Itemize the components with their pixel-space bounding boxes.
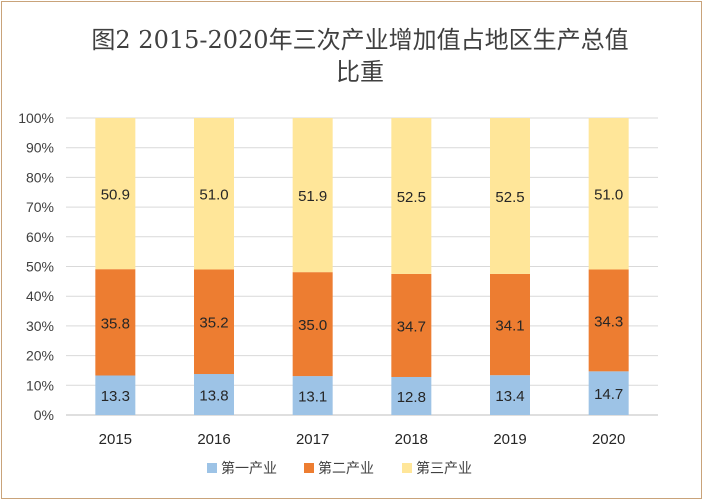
- data-label: 35.8: [101, 315, 130, 332]
- bar-segment: [588, 371, 629, 415]
- bar-segment: [292, 118, 333, 273]
- y-tick-label: 0%: [34, 407, 54, 423]
- y-tick-label: 60%: [26, 229, 54, 245]
- y-tick-label: 80%: [26, 169, 54, 185]
- bar-segment: [391, 118, 432, 274]
- x-category-label: 2016: [197, 431, 230, 448]
- legend-label: 第三产业: [416, 460, 472, 477]
- y-tick-label: 10%: [26, 377, 54, 393]
- legend: 第一产业 第二产业 第三产业: [207, 460, 472, 477]
- data-label: 52.5: [495, 189, 524, 206]
- chart-title-line-1: 图2 2015-2020年三次产业增加值占地区生产总值: [91, 26, 628, 54]
- data-label: 34.3: [594, 313, 623, 330]
- bar-segment: [194, 374, 234, 415]
- data-label: 51.0: [594, 187, 623, 204]
- y-tick-label: 100%: [18, 110, 54, 126]
- y-axis-ticks: 0% 10% 20% 30% 40% 50% 60% 70% 80% 90% 100%: [18, 110, 54, 423]
- bar-segment: [391, 376, 432, 415]
- data-label: 13.3: [101, 388, 130, 405]
- bar-segment: [95, 269, 136, 376]
- data-label: 34.7: [397, 318, 426, 335]
- y-tick-label: 70%: [26, 199, 54, 215]
- bar-segment: [490, 375, 530, 415]
- bar-segment: [194, 269, 234, 375]
- data-label: 13.4: [495, 388, 524, 405]
- data-label: 34.1: [495, 318, 524, 335]
- x-category-label: 2020: [592, 431, 625, 448]
- chart-title-line-2: 比重: [336, 58, 384, 86]
- bar-segment: [391, 273, 432, 377]
- data-label: 14.7: [594, 386, 623, 403]
- bars: 13.3 35.8 50.9 13.8 35.2 51.0 13.1 35.0 51.9 12.8…: [95, 118, 629, 415]
- bar-segment: [194, 118, 234, 270]
- data-label: 13.1: [298, 389, 327, 406]
- bar-segment: [588, 269, 629, 372]
- data-label: 52.5: [397, 189, 426, 206]
- legend-label: 第一产业: [221, 460, 277, 477]
- data-label: 35.2: [199, 315, 228, 332]
- y-tick-label: 50%: [26, 259, 54, 275]
- bar-segment: [292, 272, 333, 377]
- gridlines: [66, 117, 658, 416]
- data-label: 51.0: [199, 187, 228, 204]
- x-category-label: 2019: [493, 431, 526, 448]
- data-label: 35.0: [298, 317, 327, 334]
- legend-swatch: [207, 463, 217, 473]
- bar-segment: [95, 118, 136, 270]
- data-label: 12.8: [397, 389, 426, 406]
- data-label: 13.8: [199, 388, 228, 405]
- legend-swatch: [402, 463, 412, 473]
- y-tick-label: 90%: [26, 140, 54, 156]
- data-label: 51.9: [298, 188, 327, 205]
- y-tick-label: 20%: [26, 348, 54, 364]
- bar-segment: [292, 376, 333, 415]
- x-category-label: 2018: [395, 431, 428, 448]
- bar-segment: [490, 273, 530, 376]
- bar-segment: [95, 375, 136, 415]
- data-label: 50.9: [101, 187, 130, 204]
- legend-swatch: [304, 463, 314, 473]
- x-axis-categories: 2015 2016 2017 2018 2019 2020: [99, 431, 626, 448]
- bar-segment: [490, 118, 530, 274]
- legend-label: 第二产业: [318, 460, 374, 477]
- y-tick-label: 40%: [26, 288, 54, 304]
- bar-segment: [588, 118, 629, 270]
- x-category-label: 2015: [99, 431, 132, 448]
- x-category-label: 2017: [296, 431, 329, 448]
- y-tick-label: 30%: [26, 318, 54, 334]
